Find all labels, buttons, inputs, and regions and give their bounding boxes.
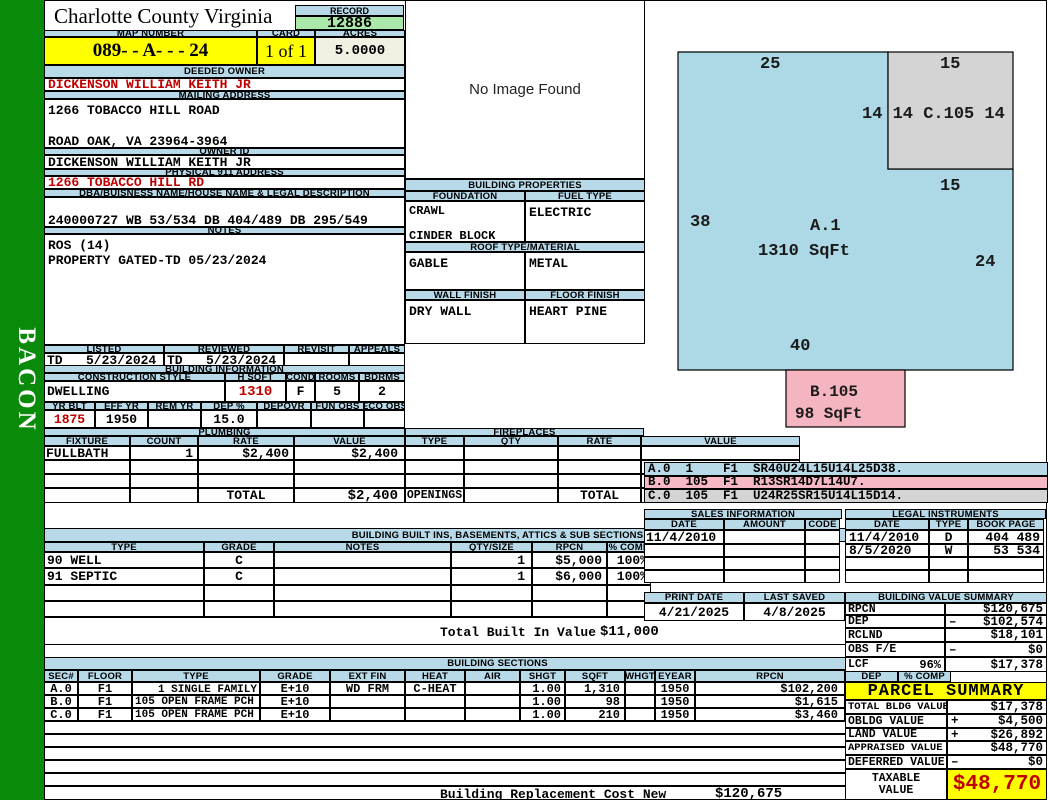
svg-text:40: 40 [790, 337, 810, 356]
svg-text:25: 25 [760, 55, 780, 74]
svg-text:A.1: A.1 [810, 217, 841, 236]
svg-text:1310 SqFt: 1310 SqFt [758, 242, 850, 261]
svg-text:38: 38 [690, 213, 710, 232]
svg-text:24: 24 [975, 253, 995, 272]
svg-text:15: 15 [940, 55, 960, 74]
svg-text:98 SqFt: 98 SqFt [795, 405, 862, 423]
svg-text:B.105: B.105 [810, 383, 858, 401]
svg-text:14 14 C.105 14: 14 14 C.105 14 [862, 105, 1005, 124]
svg-text:15: 15 [940, 177, 960, 196]
